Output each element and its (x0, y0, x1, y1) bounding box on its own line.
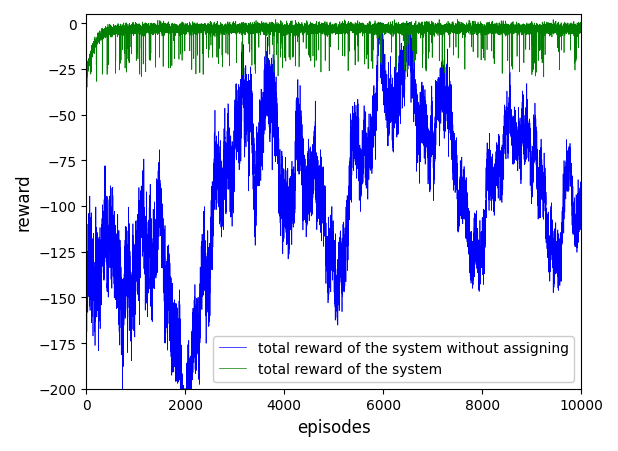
Legend: total reward of the system without assigning, total reward of the system: total reward of the system without assig… (213, 336, 574, 382)
Line: total reward of the system without assigning: total reward of the system without assig… (87, 24, 581, 389)
total reward of the system (180, 27, 187, 32)
total reward of the system (103, 32, 111, 37)
total reward of the system without assigning (103, 224, 111, 230)
Line: total reward of the system: total reward of the system (87, 20, 581, 88)
Y-axis label: reward: reward (15, 173, 33, 230)
total reward of the system without assigning (119, 386, 126, 391)
total reward of the system without assigning (83, 289, 90, 295)
total reward of the system (83, 73, 90, 78)
total reward of the system without assigning (112, 267, 120, 272)
total reward of the system (83, 85, 91, 91)
total reward of the system (577, 26, 585, 31)
total reward of the system (551, 21, 559, 26)
total reward of the system without assigning (577, 189, 585, 195)
X-axis label: episodes: episodes (297, 418, 371, 436)
total reward of the system (112, 26, 120, 31)
total reward of the system (324, 26, 332, 31)
total reward of the system without assigning (324, 280, 332, 285)
total reward of the system without assigning (375, 21, 382, 27)
total reward of the system without assigning (180, 386, 187, 391)
total reward of the system (436, 18, 443, 23)
total reward of the system (85, 60, 92, 65)
total reward of the system without assigning (551, 255, 559, 260)
total reward of the system without assigning (85, 265, 92, 271)
